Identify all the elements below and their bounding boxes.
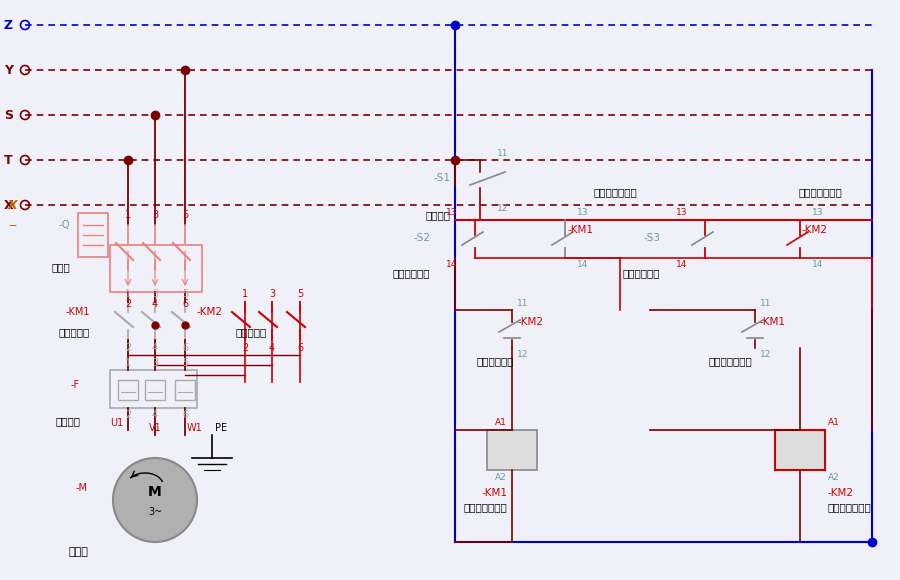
- Text: 3: 3: [152, 210, 158, 220]
- Text: U1: U1: [110, 418, 123, 428]
- Text: 反转启动按钮: 反转启动按钮: [623, 268, 660, 278]
- Text: V1: V1: [148, 423, 161, 433]
- Text: 14: 14: [812, 260, 824, 269]
- Text: 停止按钮: 停止按钮: [425, 210, 450, 220]
- Text: 4: 4: [152, 343, 158, 353]
- Text: 正转启动按钮: 正转启动按钮: [392, 268, 430, 278]
- Text: X: X: [4, 198, 13, 212]
- Text: 1: 1: [125, 289, 131, 299]
- Text: T: T: [4, 154, 13, 166]
- Text: A2: A2: [495, 473, 507, 482]
- Text: Y: Y: [4, 63, 13, 77]
- Text: 14: 14: [577, 260, 589, 269]
- Text: 反接触器常闭: 反接触器常闭: [476, 356, 514, 366]
- Text: 4: 4: [269, 343, 275, 353]
- Text: 6: 6: [182, 299, 188, 309]
- Text: 13: 13: [577, 208, 589, 217]
- Text: 5: 5: [182, 289, 188, 299]
- Text: X: X: [7, 198, 17, 212]
- Text: 11: 11: [517, 299, 528, 308]
- Text: Z: Z: [4, 19, 13, 31]
- Text: 11: 11: [760, 299, 771, 308]
- Text: 2: 2: [242, 343, 248, 353]
- Text: -KM1: -KM1: [760, 317, 786, 327]
- Text: A1: A1: [828, 418, 840, 427]
- Text: 正转接触器线圈: 正转接触器线圈: [464, 502, 507, 512]
- Text: 12: 12: [517, 350, 528, 359]
- Text: 5: 5: [297, 289, 303, 299]
- Text: 14: 14: [446, 260, 457, 269]
- Text: 反转接触器: 反转接触器: [235, 327, 266, 337]
- Text: 正转接触器: 正转接触器: [58, 327, 90, 337]
- Text: 3: 3: [152, 289, 158, 299]
- Text: -KM2: -KM2: [802, 225, 828, 235]
- Text: 12: 12: [760, 350, 771, 359]
- Text: 5: 5: [182, 358, 188, 368]
- Text: -KM2: -KM2: [828, 488, 854, 498]
- Text: -S3: -S3: [643, 233, 660, 243]
- Text: -KM1: -KM1: [567, 225, 593, 235]
- Text: M: M: [148, 485, 162, 499]
- Text: -F: -F: [71, 380, 80, 390]
- Text: 3~: 3~: [148, 507, 162, 517]
- Text: 2: 2: [125, 343, 131, 353]
- Text: A2: A2: [828, 473, 840, 482]
- Text: -S2: -S2: [413, 233, 430, 243]
- Text: -M: -M: [76, 483, 88, 493]
- Text: 电动机: 电动机: [68, 547, 88, 557]
- Text: -KM1: -KM1: [66, 307, 90, 317]
- Text: -KM1: -KM1: [481, 488, 507, 498]
- Text: 3: 3: [269, 289, 275, 299]
- Circle shape: [113, 458, 197, 542]
- Text: 热继电器: 热继电器: [55, 416, 80, 426]
- Text: 1: 1: [242, 289, 248, 299]
- Text: 1: 1: [125, 358, 131, 368]
- Text: 2: 2: [125, 410, 131, 420]
- FancyBboxPatch shape: [775, 430, 825, 470]
- Text: 2: 2: [125, 299, 131, 309]
- Text: _: _: [9, 213, 15, 227]
- Text: S: S: [4, 108, 13, 121]
- Text: W1: W1: [187, 423, 202, 433]
- FancyBboxPatch shape: [487, 430, 537, 470]
- Text: 12: 12: [497, 204, 508, 213]
- Text: 断路器: 断路器: [51, 262, 70, 272]
- Text: 13: 13: [676, 208, 687, 217]
- Text: PE: PE: [215, 423, 227, 433]
- Text: 4: 4: [152, 299, 158, 309]
- Text: 正转接触器常开: 正转接触器常开: [593, 187, 637, 197]
- Text: 13: 13: [446, 208, 457, 217]
- Text: 13: 13: [812, 208, 824, 217]
- Text: 3: 3: [152, 358, 158, 368]
- Text: -Q: -Q: [58, 220, 70, 230]
- Text: 11: 11: [497, 149, 508, 158]
- Text: 6: 6: [182, 343, 188, 353]
- Text: -KM2: -KM2: [517, 317, 543, 327]
- Text: 6: 6: [297, 343, 303, 353]
- Text: -S1: -S1: [433, 173, 450, 183]
- Text: -KM2: -KM2: [196, 307, 222, 317]
- Text: 5: 5: [182, 210, 188, 220]
- Text: 反转接触器常开: 反转接触器常开: [798, 187, 842, 197]
- Text: A1: A1: [495, 418, 507, 427]
- Text: 正转接触器常闭: 正转接触器常闭: [708, 356, 752, 366]
- Text: 14: 14: [676, 260, 687, 269]
- Text: 6: 6: [182, 410, 188, 420]
- Text: 1: 1: [125, 210, 131, 220]
- Text: 4: 4: [152, 410, 158, 420]
- Text: 反转接触器线圈: 反转接触器线圈: [828, 502, 872, 512]
